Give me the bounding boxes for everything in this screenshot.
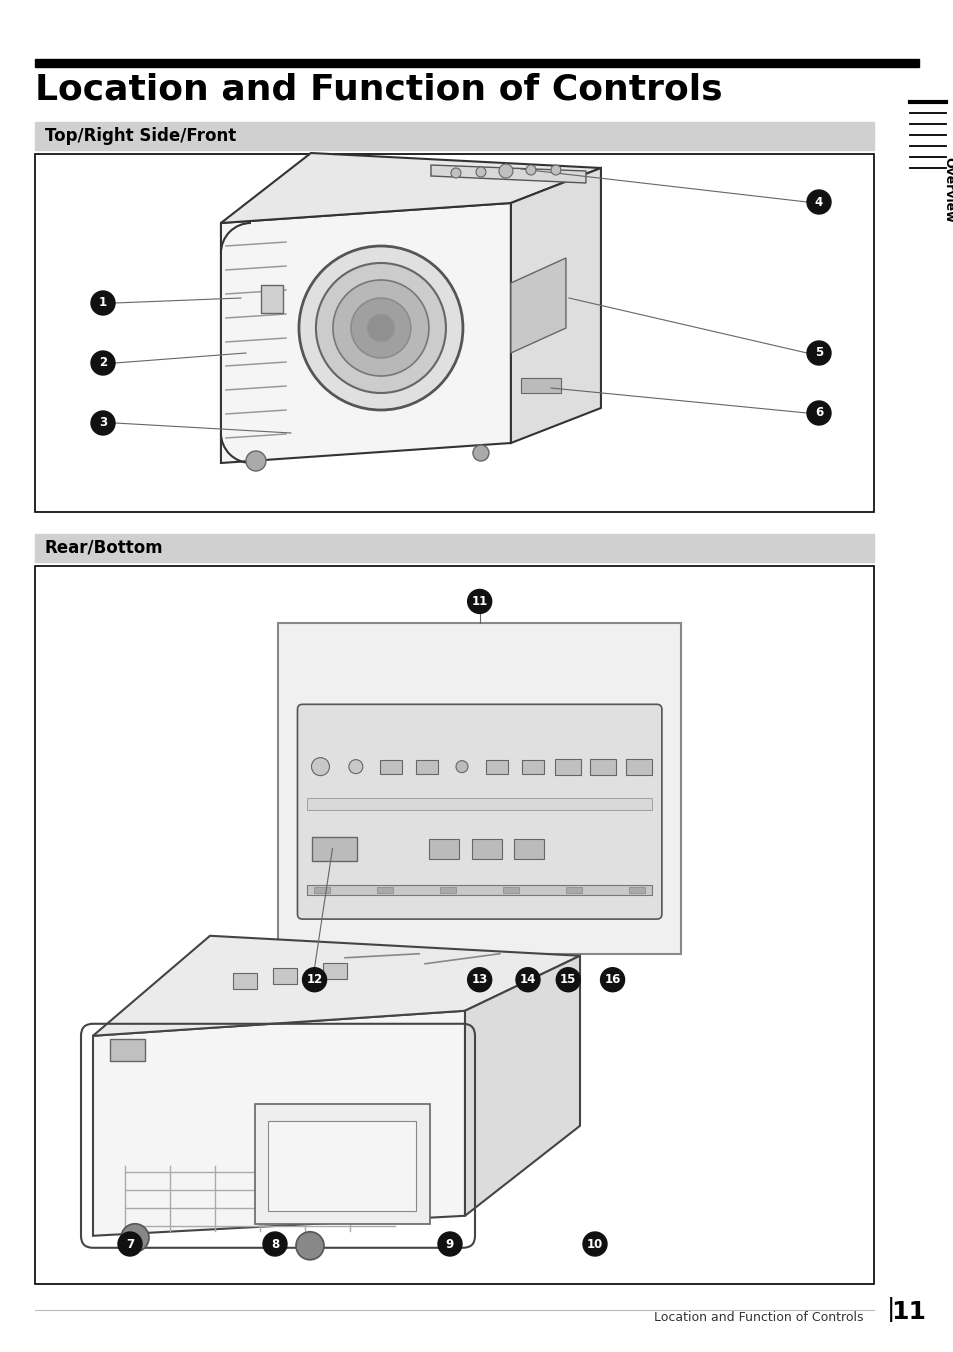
Text: 16: 16 [604, 973, 620, 986]
Bar [555, 758, 580, 775]
Bar [278, 623, 680, 953]
Circle shape [473, 445, 489, 461]
Circle shape [295, 1232, 324, 1260]
Bar [416, 760, 437, 773]
Bar [439, 887, 456, 892]
Bar [521, 760, 543, 773]
Bar [35, 122, 873, 150]
Circle shape [456, 761, 468, 772]
Circle shape [437, 1232, 461, 1256]
Circle shape [467, 968, 491, 992]
Bar [514, 838, 544, 859]
Bar [314, 887, 330, 892]
Bar [313, 837, 357, 861]
Bar [254, 1103, 430, 1224]
Circle shape [467, 589, 491, 614]
Bar [590, 758, 616, 775]
Bar [35, 534, 873, 562]
Bar [323, 963, 347, 979]
Bar [268, 1121, 416, 1211]
Text: 12: 12 [306, 973, 322, 986]
Circle shape [551, 165, 560, 174]
Circle shape [806, 341, 830, 365]
Bar [35, 566, 873, 1284]
Bar [35, 59, 918, 68]
Text: 15: 15 [559, 973, 576, 986]
Polygon shape [431, 165, 585, 183]
Bar [110, 1038, 145, 1061]
Circle shape [806, 402, 830, 425]
Text: 13: 13 [471, 973, 487, 986]
Circle shape [91, 411, 115, 435]
Bar [307, 884, 651, 895]
Circle shape [351, 297, 411, 358]
Text: Rear/Bottom: Rear/Bottom [45, 539, 164, 557]
Polygon shape [92, 936, 579, 1036]
Text: 8: 8 [271, 1237, 279, 1251]
Circle shape [498, 164, 513, 178]
Circle shape [516, 968, 539, 992]
Circle shape [367, 314, 395, 342]
Circle shape [246, 452, 266, 470]
Circle shape [118, 1232, 142, 1256]
Bar [625, 758, 651, 775]
Circle shape [315, 264, 445, 393]
Bar [565, 887, 581, 892]
Text: 11: 11 [890, 1301, 925, 1324]
Bar [273, 968, 296, 984]
Text: Top/Right Side/Front: Top/Right Side/Front [45, 127, 236, 145]
Circle shape [298, 246, 462, 410]
Text: 1: 1 [99, 296, 107, 310]
Polygon shape [464, 956, 579, 1215]
Bar [380, 760, 402, 773]
Circle shape [582, 1232, 606, 1256]
Bar [233, 973, 256, 988]
Circle shape [302, 968, 326, 992]
Circle shape [525, 165, 536, 174]
Text: 3: 3 [99, 416, 107, 430]
Text: Overview: Overview [942, 157, 953, 223]
Circle shape [600, 968, 624, 992]
Bar [486, 760, 508, 773]
FancyBboxPatch shape [297, 704, 661, 919]
Bar [628, 887, 644, 892]
Polygon shape [511, 258, 565, 353]
Text: 10: 10 [586, 1237, 602, 1251]
Text: |: | [886, 1297, 894, 1322]
Polygon shape [221, 203, 511, 462]
Circle shape [806, 191, 830, 214]
Text: Location and Function of Controls: Location and Function of Controls [35, 73, 721, 107]
Circle shape [121, 1224, 149, 1252]
Circle shape [451, 168, 460, 178]
Text: 2: 2 [99, 357, 107, 369]
Circle shape [349, 760, 362, 773]
Polygon shape [92, 1011, 464, 1236]
Bar [377, 887, 393, 892]
Bar [35, 154, 873, 512]
Text: 14: 14 [519, 973, 536, 986]
Bar [429, 838, 458, 859]
Bar [502, 887, 518, 892]
Circle shape [311, 757, 329, 776]
Circle shape [556, 968, 579, 992]
Bar [261, 285, 283, 314]
Circle shape [476, 168, 485, 177]
Polygon shape [511, 168, 600, 443]
Circle shape [91, 291, 115, 315]
Text: 4: 4 [814, 196, 822, 208]
Circle shape [91, 352, 115, 375]
Circle shape [263, 1232, 287, 1256]
Text: Location and Function of Controls: Location and Function of Controls [654, 1311, 863, 1324]
Polygon shape [221, 153, 600, 223]
Text: 11: 11 [471, 595, 487, 608]
Bar [307, 798, 651, 810]
Bar [472, 838, 501, 859]
Text: 6: 6 [814, 407, 822, 419]
Text: 9: 9 [445, 1237, 454, 1251]
Text: 7: 7 [126, 1237, 134, 1251]
Text: 5: 5 [814, 346, 822, 360]
Circle shape [333, 280, 429, 376]
Bar [520, 379, 560, 393]
